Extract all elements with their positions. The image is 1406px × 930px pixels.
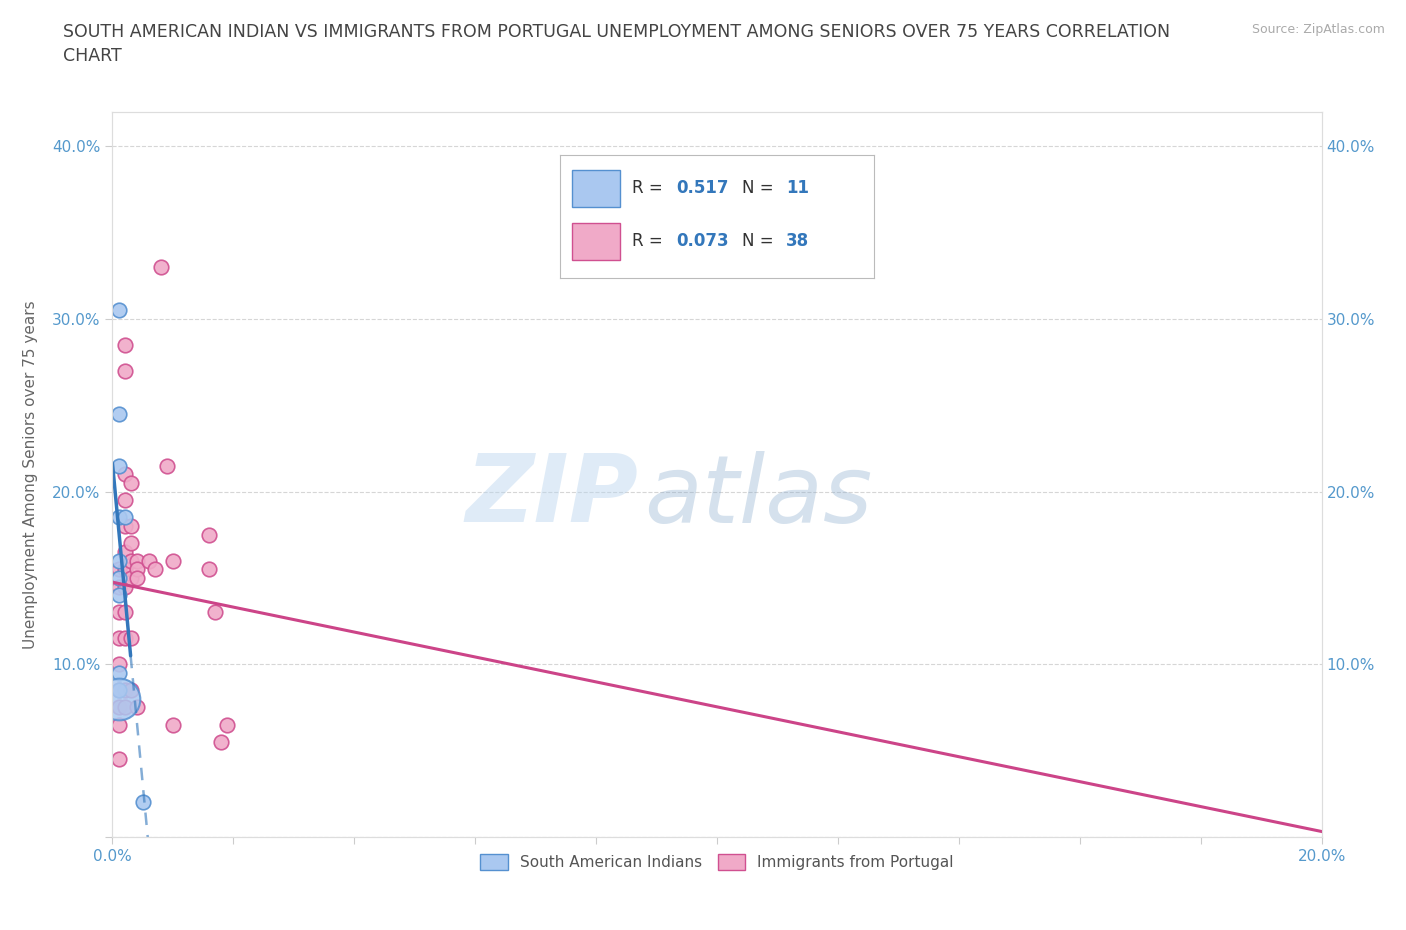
Point bbox=[125, 553, 148, 568]
Point bbox=[143, 562, 166, 577]
Point bbox=[120, 683, 142, 698]
Point bbox=[114, 683, 136, 698]
Point bbox=[107, 458, 129, 473]
Point bbox=[107, 683, 129, 698]
Text: SOUTH AMERICAN INDIAN VS IMMIGRANTS FROM PORTUGAL UNEMPLOYMENT AMONG SENIORS OVE: SOUTH AMERICAN INDIAN VS IMMIGRANTS FROM… bbox=[63, 23, 1170, 65]
Point bbox=[198, 562, 221, 577]
Point bbox=[204, 605, 226, 620]
Point bbox=[114, 338, 136, 352]
Point bbox=[120, 519, 142, 534]
Point bbox=[162, 717, 184, 732]
Point bbox=[120, 475, 142, 490]
Legend: South American Indians, Immigrants from Portugal: South American Indians, Immigrants from … bbox=[474, 848, 960, 876]
Point bbox=[156, 458, 179, 473]
Point bbox=[120, 536, 142, 551]
Point bbox=[125, 570, 148, 585]
Point bbox=[114, 545, 136, 560]
Point bbox=[120, 631, 142, 645]
Point bbox=[107, 631, 129, 645]
Point bbox=[125, 700, 148, 715]
Point bbox=[107, 570, 129, 585]
Point bbox=[107, 666, 129, 681]
Point bbox=[114, 510, 136, 525]
Text: atlas: atlas bbox=[644, 450, 873, 541]
Point bbox=[107, 588, 129, 603]
Point bbox=[107, 605, 129, 620]
Point bbox=[107, 562, 129, 577]
Point bbox=[114, 631, 136, 645]
Point bbox=[107, 700, 129, 715]
Point bbox=[114, 519, 136, 534]
Point bbox=[162, 553, 184, 568]
Point bbox=[114, 605, 136, 620]
Text: Source: ZipAtlas.com: Source: ZipAtlas.com bbox=[1251, 23, 1385, 36]
Point bbox=[107, 657, 129, 671]
Point bbox=[107, 751, 129, 766]
Point bbox=[114, 493, 136, 508]
Text: ZIP: ZIP bbox=[465, 450, 638, 542]
Point bbox=[125, 562, 148, 577]
Point bbox=[114, 467, 136, 482]
Point bbox=[120, 553, 142, 568]
Point bbox=[198, 527, 221, 542]
Point bbox=[138, 553, 160, 568]
Point bbox=[107, 683, 129, 698]
Point bbox=[120, 570, 142, 585]
Point bbox=[107, 691, 129, 706]
Y-axis label: Unemployment Among Seniors over 75 years: Unemployment Among Seniors over 75 years bbox=[24, 300, 38, 648]
Point bbox=[107, 303, 129, 318]
Point bbox=[107, 579, 129, 594]
Point bbox=[107, 406, 129, 421]
Point bbox=[107, 553, 129, 568]
Point bbox=[114, 364, 136, 379]
Point bbox=[107, 510, 129, 525]
Point bbox=[149, 259, 172, 274]
Point bbox=[209, 735, 232, 750]
Point bbox=[217, 717, 239, 732]
Point bbox=[114, 579, 136, 594]
Point bbox=[114, 562, 136, 577]
Point bbox=[114, 700, 136, 715]
Point bbox=[107, 717, 129, 732]
Point bbox=[132, 795, 155, 810]
